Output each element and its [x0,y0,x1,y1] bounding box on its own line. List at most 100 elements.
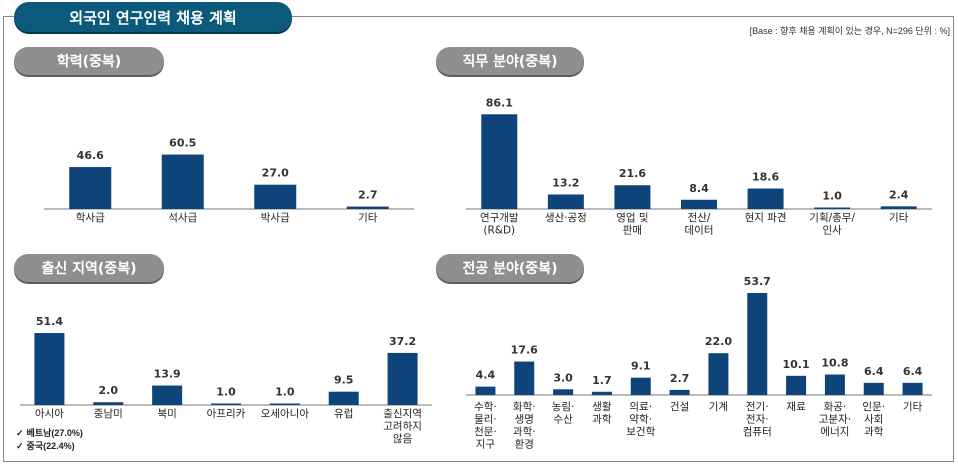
major-field-category-label: 기타 [903,401,923,413]
origin-region-category-label: 고려하지 [383,420,422,433]
education-data-label: 60.5 [169,137,196,150]
major-field-data-label: 9.1 [631,360,651,373]
major-field-data-label: 17.6 [511,344,538,357]
education-data-label: 27.0 [262,167,289,180]
education-category-label: 박사급 [261,212,290,224]
major-field-category-label: 수학· [474,401,497,413]
education-bar [346,206,389,209]
education-data-label: 2.7 [358,189,378,202]
origin-region-category-label: 아시아 [35,408,64,420]
job-field-category-label: 데이터 [685,225,714,237]
major-field-category-label: 인문· [862,401,885,413]
major-field-category-label: 고분자· [819,414,851,426]
major-field-bar [747,292,768,395]
job-field-bar [681,199,717,209]
major-field-category-label: 컴퓨터 [743,426,772,438]
major-field-category-label: 건설 [670,401,689,413]
job-field-category-label: 생산·공정 [545,212,587,224]
major-field-data-label: 10.1 [783,358,810,371]
major-field-data-label: 53.7 [744,275,771,288]
origin-region-category-label: 중남미 [94,408,123,420]
chart-title-job-field: 직무 분야(중복) [436,47,584,75]
job-field-category-label: 전산/ [688,212,711,224]
major-field-category-label: 에너지 [820,426,849,438]
major-field-category-label: 전자· [746,414,769,426]
education-bar [69,167,112,209]
job-field-category-label: 판매 [623,225,642,237]
base-note: [Base : 향후 채용 계획이 있는 경우, N=296 단위 : %] [749,26,950,36]
page-title: 외국인 연구인력 채용 계획 [14,2,292,32]
major-field-bar [630,377,651,395]
major-field-bar [863,382,884,395]
job-field-bar [747,188,784,209]
job-field-data-label: 21.6 [619,167,646,180]
chart-title-major-field: 전공 분야(중복) [436,254,584,282]
origin-region-data-label: 2.0 [99,384,119,397]
major-field-category-label: 생명 [515,414,534,426]
job-field-data-label: 18.6 [752,171,779,184]
major-field-bar [902,382,923,395]
origin-region-data-label: 51.4 [36,315,63,328]
origin-region-bar [328,391,359,405]
job-field-bar [547,194,584,209]
origin-region-category-label: 출신지역 [383,408,422,420]
major-field-category-label: 과학 [864,426,884,438]
major-field-bar [475,386,496,395]
major-field-data-label: 4.4 [476,369,496,382]
origin-region-category-label: 유럽 [334,407,353,420]
job-field-category-label: 기타 [889,212,909,224]
major-field-data-label: 1.7 [592,374,612,387]
major-field-category-label: 약학· [629,414,652,426]
origin-region-bar [211,403,241,405]
job-field-bar [614,185,651,209]
job-field-data-label: 2.4 [889,188,909,201]
major-field-category-label: 환경 [515,438,534,451]
origin-region-category-label: 않음 [393,433,413,445]
major-field-category-label: 지구 [476,439,496,451]
major-field-category-label: 과학 [592,414,612,426]
major-field-bar [591,391,612,395]
education-bar [161,154,204,209]
job-field-category-label: 영업 및 [616,211,648,224]
major-field-category-label: 생활 [592,400,612,413]
chart-title-education: 학력(중복) [14,47,164,75]
major-field-category-label: 화학· [513,401,536,413]
major-field-bar [553,389,574,395]
job-field-data-label: 1.0 [822,190,842,203]
origin-region-bar [152,385,183,405]
origin-region-bar [34,333,65,405]
major-field-category-label: 사회 [864,414,883,426]
origin-region-bar [93,402,124,405]
major-field-data-label: 2.7 [670,372,690,385]
origin-notes: ✓ 베트남(27.0%) ✓ 중국(22.4%) [16,427,83,453]
origin-region-category-label: 북미 [157,408,176,420]
major-field-data-label: 22.0 [705,335,732,348]
job-field-category-label: 현지 파견 [745,212,787,224]
origin-region-data-label: 1.0 [216,386,236,399]
job-field-bar [481,114,518,209]
job-field-data-label: 13.2 [552,176,579,189]
major-field-bar [708,353,729,395]
major-field-category-label: 기계 [709,401,728,413]
job-field-bar [814,207,851,209]
major-field-category-label: 과학· [513,426,536,438]
job-field-category-label: 연구개발 [480,212,519,224]
major-field-bar [514,361,535,395]
education-category-label: 기타 [358,212,378,224]
major-field-category-label: 재료 [786,401,806,413]
origin-region-bar [387,352,418,405]
education-bar [254,184,297,209]
chart-title-origin-region: 출신 지역(중복) [14,254,164,282]
major-field-data-label: 3.0 [553,371,573,384]
job-field-category-label: (R&D) [483,225,515,237]
major-field-category-label: 천문· [474,426,497,438]
major-field-bar [669,389,690,395]
major-field-bar [786,375,807,395]
note-item: ✓ 중국(22.4%) [16,441,75,451]
major-field-category-label: 의료· [629,401,652,413]
education-category-label: 석사급 [168,212,197,224]
origin-region-data-label: 1.0 [275,386,295,399]
origin-region-bar [269,403,300,405]
major-field-data-label: 6.4 [903,365,923,378]
